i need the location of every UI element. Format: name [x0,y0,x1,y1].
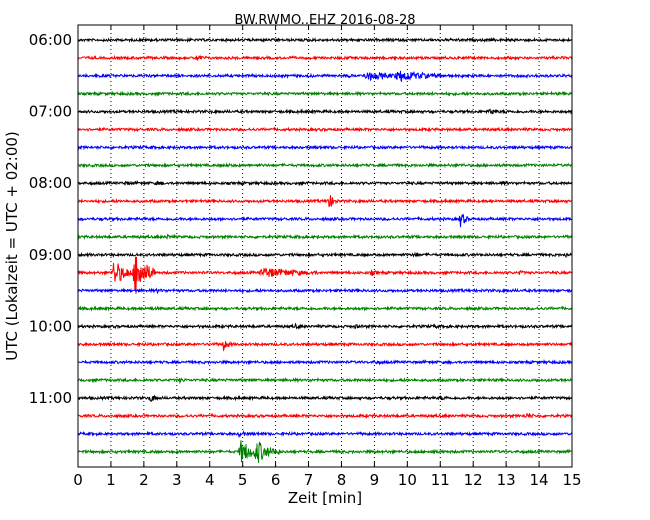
plot-frame [77,24,573,468]
x-tick-label: 11 [431,471,450,489]
trace-1130 [77,430,573,439]
trace-1030 [77,358,573,366]
y-tick-label: 06:00 [29,31,72,49]
x-tick-label: 6 [271,471,281,489]
trace-1000 [77,322,573,330]
y-axis-label: UTC (Lokalzeit = UTC + 02:00) [3,131,21,361]
x-tick-label: 2 [139,471,149,489]
x-tick-label: 15 [562,471,581,489]
x-tick-label: 4 [205,471,215,489]
trace-0915 [77,256,573,294]
trace-0845 [77,233,573,241]
x-tick-label: 14 [530,471,549,489]
x-tick-label: 12 [464,471,483,489]
grid-lines [110,25,540,467]
trace-0930 [77,287,573,295]
trace-0830 [77,213,573,228]
seismogram-traces [77,36,573,463]
trace-0600 [77,36,573,44]
x-tick-label: 9 [370,471,380,489]
trace-0745 [77,162,573,169]
trace-0730 [77,144,573,151]
y-tick-label: 08:00 [29,174,72,192]
x-tick-label: 7 [304,471,314,489]
x-tick-label: 10 [398,471,417,489]
chart-title: BW.RWMO..EHZ 2016-08-28 [234,13,415,28]
trace-0900 [77,251,573,259]
x-tick-label: 8 [337,471,347,489]
trace-0815 [77,195,573,208]
trace-0645 [77,90,573,97]
x-tick-label: 1 [106,471,116,489]
trace-0700 [77,108,573,116]
x-tick-label: 3 [172,471,182,489]
y-tick-label: 09:00 [29,246,72,264]
trace-1045 [77,376,573,385]
x-tick-label: 5 [238,471,248,489]
axis-ticks: 0 1 2 3 4 5 6 7 8 9 10 11 12 13 14 1506:0007:0008:0009:… [29,25,582,489]
x-tick-label: 0 [73,471,83,489]
trace-0945 [77,305,573,312]
trace-0800 [77,179,573,187]
y-tick-label: 10:00 [29,317,72,335]
trace-0615 [77,54,573,62]
trace-1145 [77,440,573,463]
x-axis-label: Zeit [min] [288,489,362,507]
x-tick-label: 13 [497,471,516,489]
trace-1115 [77,412,573,420]
trace-0630 [77,70,573,83]
trace-0715 [77,126,573,133]
y-tick-label: 07:00 [29,103,72,121]
trace-1015 [77,340,573,352]
y-tick-label: 11:00 [29,389,72,407]
trace-1100 [77,394,573,402]
